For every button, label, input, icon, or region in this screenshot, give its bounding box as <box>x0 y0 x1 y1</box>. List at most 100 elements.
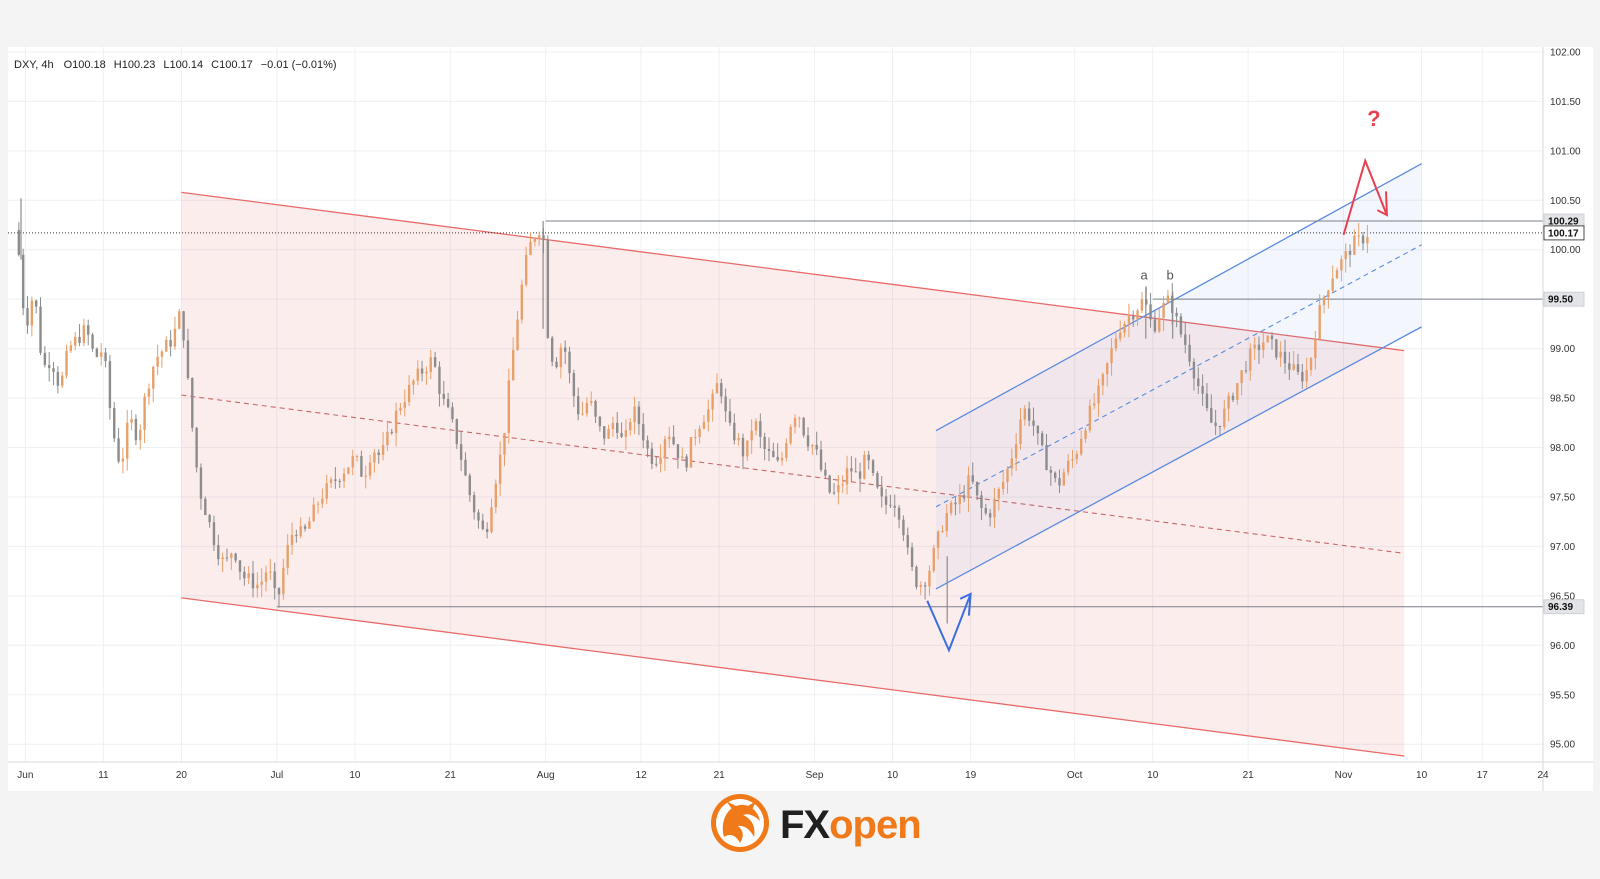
logo-wordmark: FXopen <box>780 803 921 847</box>
y-tick-label: 96.00 <box>1550 641 1575 652</box>
candle-body <box>1023 408 1027 420</box>
candle-body <box>1210 408 1213 423</box>
candle-body <box>455 419 458 445</box>
candle-body <box>793 418 797 427</box>
candle-body <box>655 463 658 465</box>
candle-body <box>147 388 151 397</box>
candle-body <box>763 436 766 450</box>
candle-body <box>676 444 680 459</box>
candle-body <box>997 488 1001 499</box>
candle-body <box>603 426 606 439</box>
price-tag-box <box>1543 599 1585 615</box>
price-tag-label: 100.29 <box>1548 217 1579 228</box>
candle-body <box>1053 472 1057 479</box>
candle-body <box>1353 235 1356 255</box>
y-tick-label: 97.50 <box>1550 492 1575 503</box>
blue-arrow-head <box>959 592 972 616</box>
candle-body <box>1205 393 1209 409</box>
candle-body <box>902 519 905 536</box>
candle-body <box>1249 348 1252 371</box>
candle-body <box>876 473 879 488</box>
candle-body <box>308 521 311 529</box>
candle-body <box>65 350 68 376</box>
candle-body <box>208 515 211 523</box>
candle-body <box>754 421 758 431</box>
candle-body <box>316 503 320 505</box>
candle-body <box>1184 334 1187 345</box>
candle-body <box>533 238 537 242</box>
candle-body <box>811 444 814 447</box>
candle-body <box>867 454 870 461</box>
candle-body <box>568 351 571 374</box>
candle-body <box>815 444 818 450</box>
candle-body <box>1097 385 1100 404</box>
candle-body <box>1062 472 1066 486</box>
candle-body <box>1266 335 1269 343</box>
candle-body <box>56 371 60 386</box>
candle-body <box>720 383 723 397</box>
candle-body <box>511 349 515 381</box>
red-reversal-arrow <box>1342 157 1388 236</box>
candle-body <box>984 508 988 514</box>
wave-label-b: b <box>1166 267 1173 282</box>
price-tags: 100.29 99.50 96.39 100.17 <box>1543 213 1585 615</box>
blue-reversal-arrow <box>926 593 972 653</box>
candle-body <box>1236 383 1239 400</box>
candle-body <box>481 520 485 530</box>
candle-body <box>485 529 489 533</box>
candle-body <box>607 429 610 439</box>
candle-body <box>980 495 983 509</box>
candle-body <box>360 456 363 477</box>
candle-body <box>707 409 710 422</box>
candle-body <box>238 560 242 572</box>
x-tick-label: 10 <box>1147 770 1159 781</box>
candle-body <box>260 581 263 585</box>
candle-body <box>1270 335 1274 340</box>
candle-body <box>1262 342 1265 351</box>
candle-body <box>936 531 940 548</box>
candle-body <box>225 557 229 559</box>
descending-channel-upper <box>181 191 1405 352</box>
candle-body <box>668 436 671 440</box>
candle-body <box>767 449 771 451</box>
descending-channel-lower <box>181 597 1405 757</box>
y-tick-label: 95.50 <box>1550 690 1575 701</box>
candle-body <box>507 380 511 434</box>
candle-body <box>1348 251 1352 255</box>
candle-body <box>186 340 190 379</box>
y-tick-label: 101.00 <box>1550 146 1581 157</box>
bull-emblem-icon <box>711 794 769 852</box>
x-tick-label: 10 <box>1416 770 1428 781</box>
candle-body <box>1305 370 1308 382</box>
candle-body <box>1314 339 1317 359</box>
candle-body <box>243 571 246 579</box>
candle-body <box>1006 468 1009 483</box>
candle-body <box>191 378 194 428</box>
candle-body <box>165 339 168 352</box>
price-tag-label: 96.39 <box>1548 602 1573 613</box>
candle-body <box>967 475 970 499</box>
candle-body <box>642 424 645 441</box>
candle-body <box>182 311 185 341</box>
candle-body <box>351 456 354 468</box>
candle-body <box>373 452 376 463</box>
candle-body <box>1010 458 1014 469</box>
candle-body <box>321 498 324 504</box>
candle-body <box>43 352 47 365</box>
candle-body <box>897 507 901 520</box>
candle-body <box>247 573 250 579</box>
candle-body <box>646 440 649 449</box>
annotation-arrows <box>926 157 1388 653</box>
candle-body <box>659 457 662 464</box>
candle-body <box>958 495 961 505</box>
candle-body <box>581 413 584 415</box>
candle-body <box>47 364 51 369</box>
candle-body <box>130 418 133 423</box>
close-value: C100.17 <box>211 59 253 71</box>
candle-body <box>1158 317 1161 332</box>
red-arrow-head <box>1376 191 1388 217</box>
candle-body <box>1119 332 1122 339</box>
candle-body <box>21 254 25 309</box>
candle-body <box>429 357 432 372</box>
candle-body <box>633 406 636 423</box>
